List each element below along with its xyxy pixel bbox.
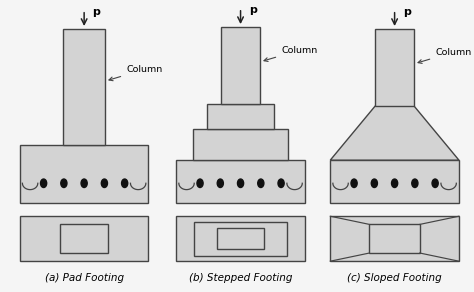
- Text: p: p: [249, 5, 257, 15]
- Bar: [20, 216, 148, 261]
- Text: (c) Sloped Footing: (c) Sloped Footing: [347, 273, 442, 283]
- Bar: [375, 29, 414, 106]
- Circle shape: [278, 179, 284, 187]
- Polygon shape: [330, 106, 459, 160]
- Bar: [330, 160, 459, 203]
- Circle shape: [101, 179, 108, 187]
- Text: p: p: [403, 7, 411, 17]
- Circle shape: [258, 179, 264, 187]
- Bar: [221, 27, 260, 104]
- Circle shape: [412, 179, 418, 187]
- Circle shape: [122, 179, 128, 187]
- Text: p: p: [92, 7, 100, 17]
- Circle shape: [41, 179, 46, 187]
- Bar: [194, 222, 287, 256]
- Text: Column: Column: [418, 48, 472, 63]
- Bar: [20, 145, 148, 203]
- Text: (a) Pad Footing: (a) Pad Footing: [45, 273, 124, 283]
- Bar: [217, 228, 264, 249]
- Bar: [63, 29, 105, 145]
- Bar: [193, 129, 288, 160]
- Circle shape: [371, 179, 377, 187]
- Bar: [176, 160, 305, 203]
- Text: Column: Column: [109, 65, 162, 81]
- Circle shape: [217, 179, 223, 187]
- Circle shape: [197, 179, 203, 187]
- Bar: [176, 216, 305, 261]
- Bar: [330, 216, 459, 261]
- Circle shape: [351, 179, 357, 187]
- Text: (b) Stepped Footing: (b) Stepped Footing: [189, 273, 292, 283]
- Text: Column: Column: [264, 46, 318, 61]
- Circle shape: [432, 179, 438, 187]
- Bar: [207, 104, 274, 129]
- Circle shape: [81, 179, 87, 187]
- Circle shape: [237, 179, 244, 187]
- Bar: [369, 224, 420, 253]
- Circle shape: [61, 179, 67, 187]
- Circle shape: [392, 179, 398, 187]
- Bar: [60, 224, 108, 253]
